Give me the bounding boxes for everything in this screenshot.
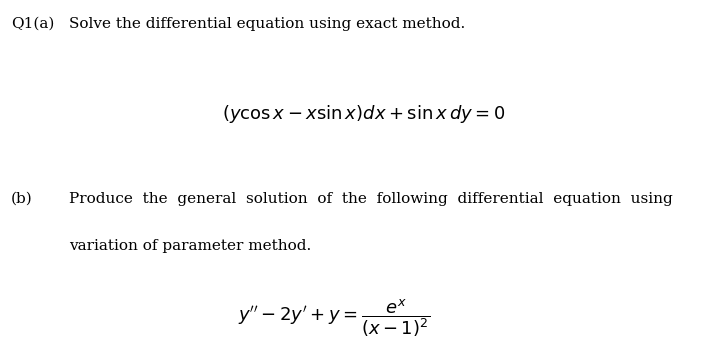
Text: Solve the differential equation using exact method.: Solve the differential equation using ex… xyxy=(69,17,465,31)
Text: (b): (b) xyxy=(11,192,33,206)
Text: $y'' - 2y' + y = \dfrac{e^x}{(x-1)^2}$: $y'' - 2y' + y = \dfrac{e^x}{(x-1)^2}$ xyxy=(238,298,430,339)
Text: variation of parameter method.: variation of parameter method. xyxy=(69,239,311,253)
Text: $\left(y\cos x - x\sin x\right)dx + \sin x\,dy = 0$: $\left(y\cos x - x\sin x\right)dx + \sin… xyxy=(222,103,505,124)
Text: Q1(a): Q1(a) xyxy=(11,17,55,31)
Text: Produce  the  general  solution  of  the  following  differential  equation  usi: Produce the general solution of the foll… xyxy=(69,192,672,206)
